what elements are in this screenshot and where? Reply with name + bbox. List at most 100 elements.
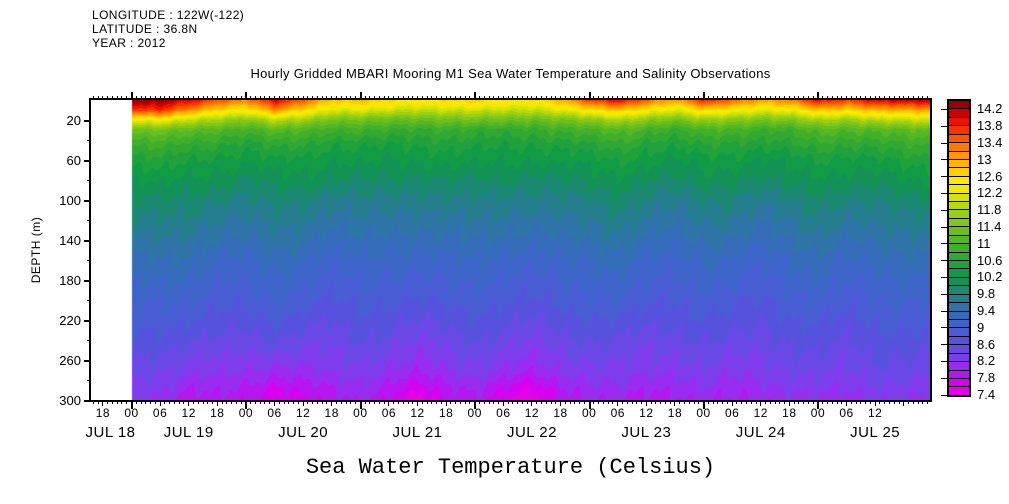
x-tick-bottom <box>264 400 266 404</box>
x-tick-bottom <box>221 400 223 404</box>
x-date-label: JUL 24 <box>735 424 786 441</box>
x-tick-bottom <box>602 400 604 404</box>
colorbar-cell <box>949 142 969 151</box>
x-tick-bottom <box>717 400 719 404</box>
x-tick-bottom <box>788 400 790 406</box>
y-tick <box>84 279 91 282</box>
colorbar-label: 10.2 <box>977 269 1003 285</box>
x-tick-bottom <box>440 400 442 404</box>
colorbar-cell <box>949 310 969 319</box>
x-tick-bottom <box>274 400 276 406</box>
x-tick-bottom <box>846 400 848 406</box>
x-tick-bottom <box>192 400 194 404</box>
x-tick-bottom <box>355 400 357 404</box>
colorbar-cell <box>949 116 969 126</box>
y-tick <box>84 119 91 122</box>
y-tick-label: 300 <box>59 393 81 408</box>
x-tick-bottom <box>316 400 318 404</box>
x-tick-bottom <box>612 400 614 404</box>
x-tick-bottom <box>169 400 171 404</box>
x-tick-bottom <box>240 400 242 404</box>
x-tick-bottom <box>636 400 638 404</box>
y-tick <box>84 159 91 162</box>
x-tick-bottom <box>736 400 738 404</box>
colorbar-cell <box>949 175 969 185</box>
x-tick-bottom <box>617 400 619 406</box>
colorbar-label: 7.8 <box>977 370 996 386</box>
x-tick-bottom <box>650 400 652 404</box>
x-date-label: JUL 18 <box>85 424 136 441</box>
colorbar-label: 11.4 <box>977 219 1002 234</box>
x-tick-bottom <box>726 400 728 404</box>
x-tick-bottom <box>622 400 624 404</box>
x-tick-bottom <box>469 400 471 404</box>
x-tick-bottom <box>807 400 809 404</box>
colorbar-cell <box>949 369 969 378</box>
colorbar-label: 12.2 <box>977 185 1003 201</box>
colorbar-cell <box>949 268 969 277</box>
x-tick-bottom <box>774 400 776 404</box>
colorbar-cell <box>949 344 969 353</box>
x-tick-bottom <box>479 400 480 404</box>
x-tick-bottom <box>745 400 747 404</box>
y-tick <box>84 319 91 322</box>
x-tick-bottom <box>131 400 134 409</box>
x-hour-label: 00 <box>467 406 482 420</box>
x-tick-bottom <box>173 400 175 404</box>
x-tick-top <box>703 92 706 100</box>
x-tick-bottom <box>722 400 724 404</box>
x-tick-top <box>588 92 591 100</box>
x-tick-bottom <box>140 400 142 404</box>
x-tick-bottom <box>216 400 218 406</box>
x-tick-bottom <box>388 400 390 406</box>
x-tick-bottom <box>507 400 509 404</box>
x-tick-bottom <box>803 400 805 404</box>
x-tick-bottom <box>488 400 490 404</box>
x-tick-bottom <box>369 400 371 404</box>
x-tick-bottom <box>626 400 628 404</box>
colorbar-cell <box>949 335 969 345</box>
x-tick-bottom <box>154 400 156 404</box>
x-tick-bottom <box>588 400 591 409</box>
x-tick-bottom <box>922 400 924 404</box>
colorbar-cell <box>949 293 969 303</box>
x-tick-bottom <box>903 400 905 406</box>
x-tick-bottom <box>550 400 552 404</box>
colorbar-label: 12.6 <box>977 168 1003 184</box>
x-tick-bottom <box>464 400 466 404</box>
colorbar-cell <box>949 234 969 244</box>
y-tick-label: 60 <box>66 153 81 168</box>
x-tick-bottom <box>226 400 228 404</box>
x-tick-top <box>474 92 477 100</box>
x-tick-bottom <box>235 400 237 404</box>
x-tick-bottom <box>784 400 786 404</box>
y-tick-label: 220 <box>59 313 81 328</box>
x-tick-bottom <box>212 400 214 404</box>
x-tick-bottom <box>412 400 414 404</box>
x-tick-bottom <box>660 400 662 404</box>
x-tick-bottom <box>483 400 485 404</box>
x-tick-bottom <box>116 400 118 404</box>
x-tick-bottom <box>254 400 256 404</box>
x-tick-bottom <box>207 400 209 404</box>
x-hour-label: 18 <box>324 406 339 420</box>
x-tick-bottom <box>250 400 252 404</box>
colorbar-cell <box>949 251 969 261</box>
colorbar-cell <box>949 150 969 159</box>
x-tick-bottom <box>669 400 671 404</box>
x-tick-bottom <box>912 400 914 404</box>
x-hour-label: 06 <box>381 406 397 420</box>
x-tick-bottom <box>178 400 180 404</box>
x-tick-bottom <box>278 400 280 404</box>
x-tick-bottom <box>407 400 409 404</box>
colorbar-cell <box>949 327 969 336</box>
x-tick-bottom <box>498 400 500 404</box>
x-hour-label: 06 <box>267 406 282 420</box>
x-hour-label: 06 <box>152 406 168 420</box>
header-year: YEAR : 2012 <box>92 36 166 50</box>
x-tick-bottom <box>850 400 852 404</box>
x-hour-label: 06 <box>496 406 511 420</box>
x-tick-bottom <box>664 400 666 404</box>
x-tick-bottom <box>917 400 919 404</box>
x-tick-bottom <box>865 400 867 404</box>
